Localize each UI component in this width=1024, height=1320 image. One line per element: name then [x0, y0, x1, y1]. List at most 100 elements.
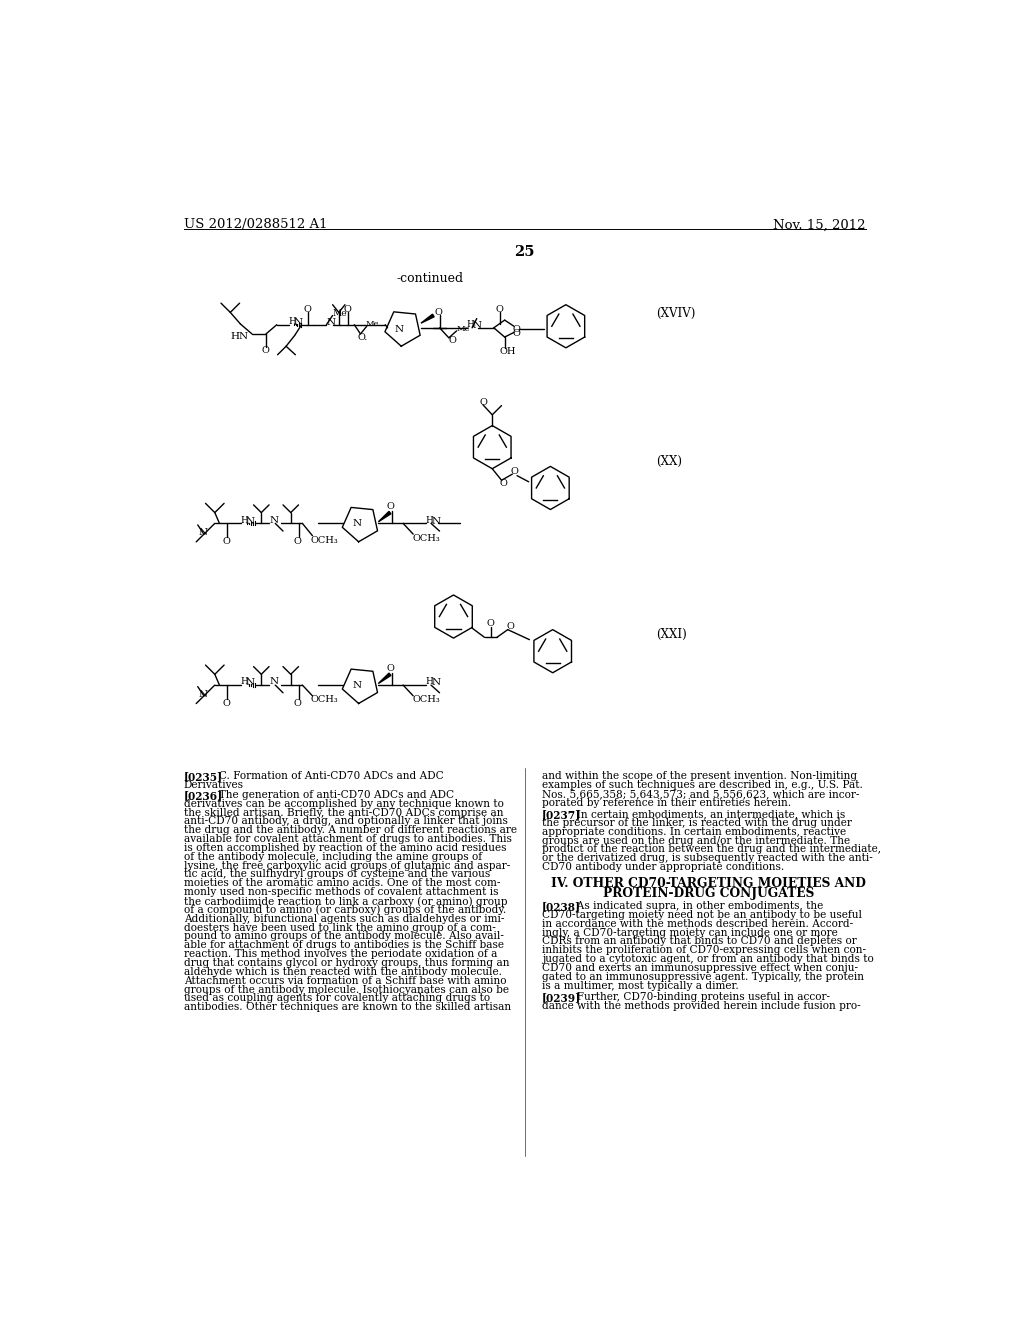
- Text: O: O: [496, 305, 503, 314]
- Text: in accordance with the methods described herein. Accord-: in accordance with the methods described…: [542, 919, 853, 929]
- Text: H: H: [467, 321, 474, 329]
- Text: lysine, the free carboxylic acid groups of glutamic and aspar-: lysine, the free carboxylic acid groups …: [183, 861, 510, 871]
- Text: O: O: [294, 537, 302, 546]
- Text: OH: OH: [500, 347, 516, 356]
- Polygon shape: [378, 511, 391, 521]
- Text: is often accomplished by reaction of the amino acid residues: is often accomplished by reaction of the…: [183, 843, 506, 853]
- Text: N: N: [269, 677, 279, 686]
- Text: 25: 25: [514, 244, 536, 259]
- Text: O: O: [294, 700, 302, 708]
- Text: -continued: -continued: [396, 272, 464, 285]
- Text: As indicated supra, in other embodiments, the: As indicated supra, in other embodiments…: [569, 902, 823, 911]
- Text: (XXI): (XXI): [656, 628, 687, 642]
- Text: The generation of anti-CD70 ADCs and ADC: The generation of anti-CD70 ADCs and ADC: [212, 789, 454, 800]
- Polygon shape: [421, 314, 434, 323]
- Text: O: O: [506, 622, 514, 631]
- Text: [0237]: [0237]: [542, 809, 581, 820]
- Text: O: O: [387, 502, 394, 511]
- Text: In certain embodiments, an intermediate, which is: In certain embodiments, an intermediate,…: [569, 809, 845, 818]
- Text: Me: Me: [333, 309, 347, 318]
- Text: dance with the methods provided herein include fusion pro-: dance with the methods provided herein i…: [542, 1001, 860, 1011]
- Text: doesters have been used to link the amino group of a com-: doesters have been used to link the amin…: [183, 923, 496, 933]
- Text: porated by reference in their entireties herein.: porated by reference in their entireties…: [542, 797, 791, 808]
- Text: moieties of the aromatic amino acids. One of the most com-: moieties of the aromatic amino acids. On…: [183, 878, 500, 888]
- Text: O: O: [512, 325, 520, 334]
- Text: H: H: [289, 317, 296, 326]
- Text: antibodies. Other techniques are known to the skilled artisan: antibodies. Other techniques are known t…: [183, 1002, 511, 1012]
- Text: N: N: [472, 321, 481, 330]
- Text: O: O: [449, 337, 456, 346]
- Text: HN: HN: [230, 331, 248, 341]
- Text: OCH₃: OCH₃: [413, 696, 440, 704]
- Text: used as coupling agents for covalently attaching drugs to: used as coupling agents for covalently a…: [183, 994, 489, 1003]
- Text: Me: Me: [366, 319, 380, 327]
- Text: N: N: [246, 516, 255, 525]
- Text: and within the scope of the present invention. Non-limiting: and within the scope of the present inve…: [542, 771, 857, 781]
- Text: product of the reaction between the drug and the intermediate,: product of the reaction between the drug…: [542, 845, 881, 854]
- Text: IV. OTHER CD70-TARGETING MOIETIES AND: IV. OTHER CD70-TARGETING MOIETIES AND: [551, 878, 866, 890]
- Text: Additionally, bifunctional agents such as dialdehydes or imi-: Additionally, bifunctional agents such a…: [183, 913, 504, 924]
- Text: Nos. 5,665,358; 5,643,573; and 5,556,623, which are incor-: Nos. 5,665,358; 5,643,573; and 5,556,623…: [542, 789, 859, 799]
- Text: N: N: [431, 678, 440, 688]
- Text: N: N: [199, 528, 208, 537]
- Text: monly used non-specific methods of covalent attachment is: monly used non-specific methods of coval…: [183, 887, 499, 898]
- Text: available for covalent attachment of drugs to antibodies. This: available for covalent attachment of dru…: [183, 834, 512, 843]
- Text: N: N: [269, 516, 279, 525]
- Text: O: O: [222, 537, 230, 546]
- Text: drug that contains glycol or hydroxy groups, thus forming an: drug that contains glycol or hydroxy gro…: [183, 958, 509, 968]
- Text: the skilled artisan. Briefly, the anti-CD70 ADCs comprise an: the skilled artisan. Briefly, the anti-C…: [183, 808, 504, 817]
- Text: of the antibody molecule, including the amine groups of: of the antibody molecule, including the …: [183, 851, 482, 862]
- Text: H: H: [241, 516, 248, 525]
- Text: CD70 and exerts an immunosuppressive effect when conju-: CD70 and exerts an immunosuppressive eff…: [542, 964, 858, 973]
- Text: the carbodiimide reaction to link a carboxy (or amino) group: the carbodiimide reaction to link a carb…: [183, 896, 507, 907]
- Text: OCH₃: OCH₃: [413, 533, 440, 543]
- Text: Nov. 15, 2012: Nov. 15, 2012: [773, 218, 866, 231]
- Text: reaction. This method involves the periodate oxidation of a: reaction. This method involves the perio…: [183, 949, 498, 960]
- Text: O: O: [222, 700, 230, 708]
- Text: H: H: [241, 677, 248, 686]
- Text: gated to an immunosuppressive agent. Typically, the protein: gated to an immunosuppressive agent. Typ…: [542, 972, 864, 982]
- Text: examples of such techniques are described in, e.g., U.S. Pat.: examples of such techniques are describe…: [542, 780, 863, 791]
- Text: groups of the antibody molecule. Isothiocyanates can also be: groups of the antibody molecule. Isothio…: [183, 985, 509, 994]
- Text: CD70 antibody under appropriate conditions.: CD70 antibody under appropriate conditio…: [542, 862, 784, 873]
- Text: [0239]: [0239]: [542, 991, 581, 1003]
- Text: O: O: [343, 305, 351, 314]
- Text: (XX): (XX): [656, 455, 683, 467]
- Text: PROTEIN-DRUG CONJUGATES: PROTEIN-DRUG CONJUGATES: [603, 887, 814, 900]
- Text: N: N: [327, 318, 336, 327]
- Text: groups are used on the drug and/or the intermediate. The: groups are used on the drug and/or the i…: [542, 836, 850, 846]
- Text: the precursor of the linker, is reacted with the drug under: the precursor of the linker, is reacted …: [542, 818, 852, 828]
- Text: O: O: [511, 467, 519, 477]
- Text: N: N: [293, 318, 302, 327]
- Text: ingly, a CD70-targeting moiety can include one or more: ingly, a CD70-targeting moiety can inclu…: [542, 928, 838, 937]
- Text: inhibits the proliferation of CD70-expressing cells when con-: inhibits the proliferation of CD70-expre…: [542, 945, 866, 956]
- Text: jugated to a cytotoxic agent, or from an antibody that binds to: jugated to a cytotoxic agent, or from an…: [542, 954, 873, 964]
- Text: OCH₃: OCH₃: [311, 536, 339, 545]
- Text: O: O: [500, 479, 508, 488]
- Text: N: N: [246, 678, 255, 688]
- Text: or the derivatized drug, is subsequently reacted with the anti-: or the derivatized drug, is subsequently…: [542, 853, 872, 863]
- Text: CDRs from an antibody that binds to CD70 and depletes or: CDRs from an antibody that binds to CD70…: [542, 936, 857, 946]
- Text: is a multimer, most typically a dimer.: is a multimer, most typically a dimer.: [542, 981, 738, 991]
- Text: O: O: [479, 399, 487, 407]
- Text: [0238]: [0238]: [542, 902, 581, 912]
- Text: O: O: [512, 330, 520, 338]
- Text: pound to amino groups of the antibody molecule. Also avail-: pound to amino groups of the antibody mo…: [183, 932, 504, 941]
- Text: O.: O.: [357, 334, 368, 342]
- Text: H: H: [426, 516, 433, 525]
- Text: C. Formation of Anti-CD70 ADCs and ADC: C. Formation of Anti-CD70 ADCs and ADC: [212, 771, 443, 781]
- Text: O: O: [303, 305, 311, 314]
- Text: H: H: [426, 677, 433, 686]
- Text: Derivatives: Derivatives: [183, 780, 244, 791]
- Text: OCH₃: OCH₃: [311, 696, 339, 704]
- Text: N: N: [199, 690, 208, 698]
- Text: O: O: [261, 346, 269, 355]
- Text: O: O: [387, 664, 394, 673]
- Text: [0236]: [0236]: [183, 789, 223, 801]
- Text: CD70-targeting moiety need not be an antibody to be useful: CD70-targeting moiety need not be an ant…: [542, 909, 862, 920]
- Text: tic acid, the sulfhydryl groups of cysteine and the various: tic acid, the sulfhydryl groups of cyste…: [183, 870, 490, 879]
- Text: aldehyde which is then reacted with the antibody molecule.: aldehyde which is then reacted with the …: [183, 966, 502, 977]
- Text: US 2012/0288512 A1: US 2012/0288512 A1: [183, 218, 328, 231]
- Text: Attachment occurs via formation of a Schiff base with amino: Attachment occurs via formation of a Sch…: [183, 975, 506, 986]
- Polygon shape: [378, 673, 391, 684]
